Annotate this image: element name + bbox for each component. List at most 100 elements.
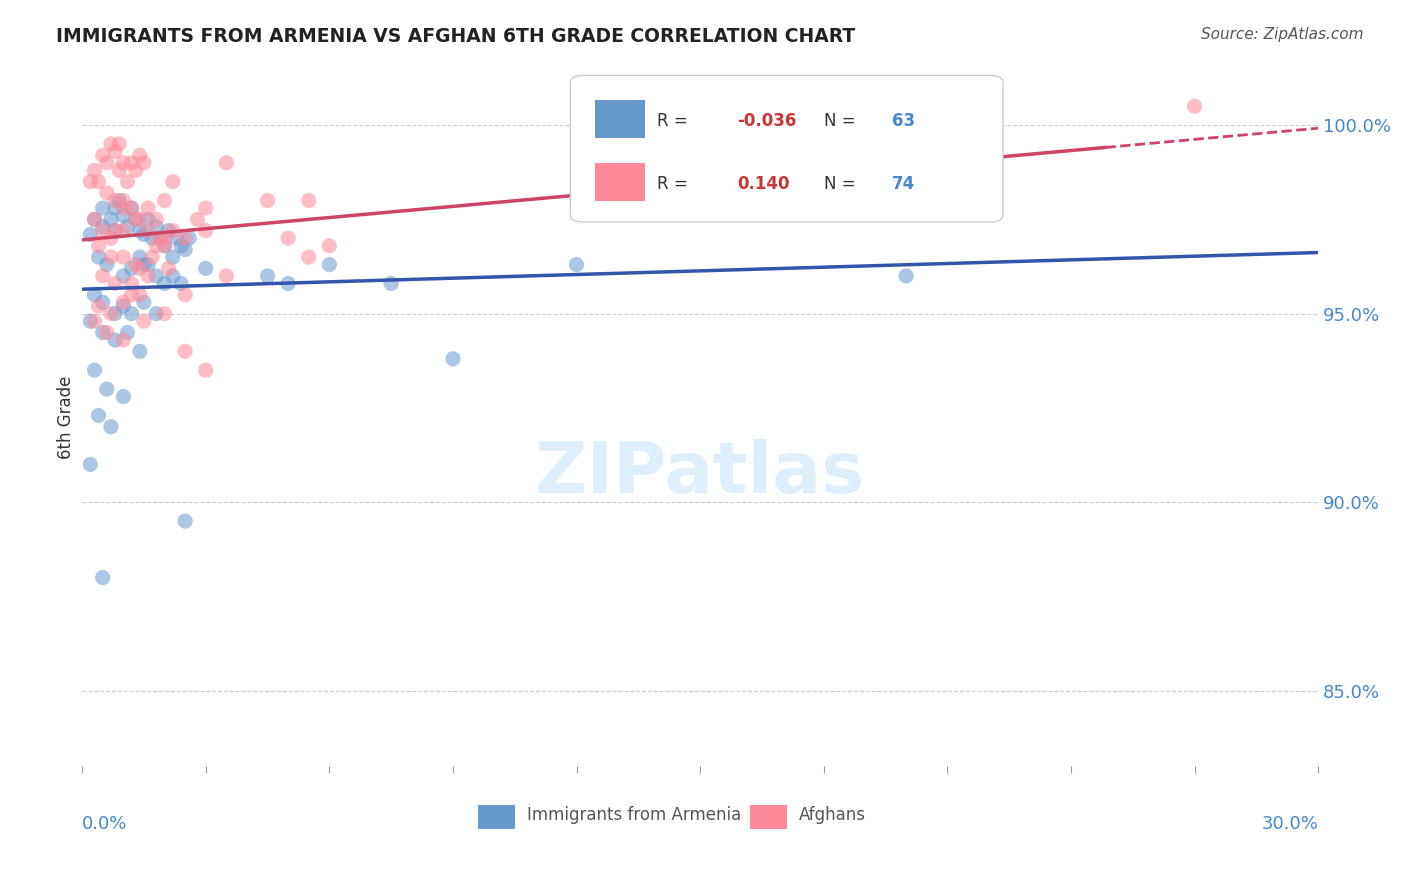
Text: Source: ZipAtlas.com: Source: ZipAtlas.com bbox=[1201, 27, 1364, 42]
Immigrants from Armenia bbox=[83, 363, 105, 377]
Afghans bbox=[121, 201, 143, 215]
Text: -0.036: -0.036 bbox=[737, 112, 797, 130]
Immigrants from Armenia bbox=[318, 258, 340, 272]
Immigrants from Armenia bbox=[149, 231, 172, 245]
Afghans bbox=[318, 239, 340, 253]
Immigrants from Armenia bbox=[121, 201, 143, 215]
Immigrants from Armenia bbox=[112, 268, 135, 283]
Afghans bbox=[128, 148, 150, 162]
Immigrants from Armenia bbox=[170, 277, 193, 291]
Text: R =: R = bbox=[657, 175, 699, 193]
Afghans bbox=[153, 239, 176, 253]
Y-axis label: 6th Grade: 6th Grade bbox=[58, 376, 75, 459]
Afghans bbox=[87, 299, 110, 313]
Immigrants from Armenia bbox=[91, 295, 114, 310]
Afghans bbox=[128, 212, 150, 227]
Immigrants from Armenia bbox=[91, 326, 114, 340]
Text: 0.0%: 0.0% bbox=[82, 815, 128, 833]
Afghans bbox=[136, 268, 159, 283]
Immigrants from Armenia bbox=[441, 351, 464, 366]
Immigrants from Armenia bbox=[121, 307, 143, 321]
Afghans bbox=[112, 156, 135, 170]
Afghans bbox=[112, 333, 135, 347]
Afghans bbox=[100, 136, 122, 151]
Afghans bbox=[136, 224, 159, 238]
Afghans bbox=[121, 287, 143, 301]
Immigrants from Armenia bbox=[174, 514, 197, 528]
Afghans bbox=[128, 261, 150, 276]
Bar bbox=[595, 162, 644, 201]
Afghans bbox=[125, 163, 148, 178]
Immigrants from Armenia bbox=[91, 201, 114, 215]
Afghans bbox=[153, 307, 176, 321]
Immigrants from Armenia bbox=[104, 201, 127, 215]
Immigrants from Armenia bbox=[380, 277, 402, 291]
Immigrants from Armenia bbox=[104, 307, 127, 321]
Afghans bbox=[91, 268, 114, 283]
Immigrants from Armenia bbox=[256, 268, 278, 283]
Afghans bbox=[174, 344, 197, 359]
Afghans bbox=[96, 186, 118, 200]
Immigrants from Armenia bbox=[117, 219, 139, 234]
Immigrants from Armenia bbox=[83, 212, 105, 227]
Afghans bbox=[121, 156, 143, 170]
Immigrants from Armenia bbox=[104, 224, 127, 238]
Afghans bbox=[174, 231, 197, 245]
Immigrants from Armenia bbox=[145, 268, 167, 283]
Immigrants from Armenia bbox=[128, 344, 150, 359]
Immigrants from Armenia bbox=[166, 231, 188, 245]
Immigrants from Armenia bbox=[79, 314, 101, 328]
Afghans bbox=[298, 250, 321, 264]
Immigrants from Armenia bbox=[96, 382, 118, 396]
Afghans bbox=[256, 194, 278, 208]
Afghans bbox=[112, 201, 135, 215]
Afghans bbox=[100, 307, 122, 321]
Immigrants from Armenia bbox=[136, 212, 159, 227]
Immigrants from Armenia bbox=[141, 231, 163, 245]
FancyBboxPatch shape bbox=[571, 76, 1002, 222]
Afghans bbox=[108, 163, 131, 178]
Afghans bbox=[215, 156, 238, 170]
Afghans bbox=[117, 175, 139, 189]
Afghans bbox=[112, 194, 135, 208]
Afghans bbox=[91, 224, 114, 238]
Immigrants from Armenia bbox=[153, 239, 176, 253]
Afghans bbox=[100, 250, 122, 264]
Afghans bbox=[174, 287, 197, 301]
Immigrants from Armenia bbox=[162, 268, 184, 283]
Afghans bbox=[112, 295, 135, 310]
Immigrants from Armenia bbox=[174, 243, 197, 257]
Afghans bbox=[108, 136, 131, 151]
Afghans bbox=[100, 231, 122, 245]
Afghans bbox=[128, 287, 150, 301]
Immigrants from Armenia bbox=[128, 250, 150, 264]
Afghans bbox=[194, 363, 217, 377]
Afghans bbox=[104, 277, 127, 291]
Immigrants from Armenia bbox=[894, 268, 917, 283]
Afghans bbox=[79, 175, 101, 189]
Immigrants from Armenia bbox=[121, 261, 143, 276]
Afghans bbox=[153, 194, 176, 208]
Immigrants from Armenia bbox=[153, 277, 176, 291]
Afghans bbox=[162, 175, 184, 189]
Immigrants from Armenia bbox=[145, 219, 167, 234]
Immigrants from Armenia bbox=[112, 299, 135, 313]
Immigrants from Armenia bbox=[565, 258, 588, 272]
Afghans bbox=[87, 239, 110, 253]
Immigrants from Armenia bbox=[104, 333, 127, 347]
Afghans bbox=[104, 224, 127, 238]
Immigrants from Armenia bbox=[87, 250, 110, 264]
Immigrants from Armenia bbox=[132, 295, 155, 310]
Bar bbox=[478, 805, 515, 829]
Afghans bbox=[149, 231, 172, 245]
Afghans bbox=[162, 224, 184, 238]
Afghans bbox=[141, 250, 163, 264]
Text: 74: 74 bbox=[891, 175, 915, 193]
Afghans bbox=[104, 194, 127, 208]
Bar bbox=[749, 805, 786, 829]
Afghans bbox=[91, 148, 114, 162]
Afghans bbox=[145, 212, 167, 227]
Immigrants from Armenia bbox=[132, 227, 155, 242]
Afghans bbox=[96, 156, 118, 170]
Afghans bbox=[83, 163, 105, 178]
